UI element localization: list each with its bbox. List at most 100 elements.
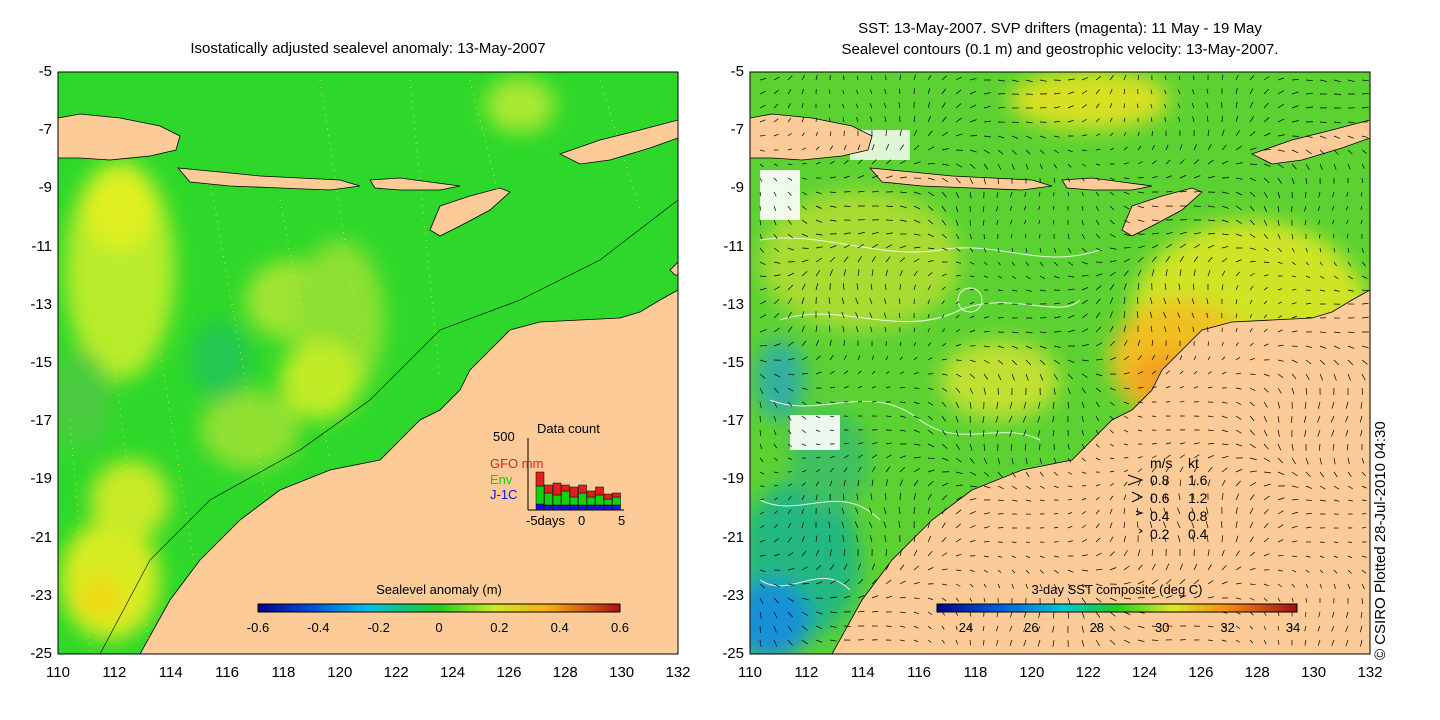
ssh-anomaly-patches (58, 77, 555, 640)
x-tick-label: 122 (1075, 664, 1101, 681)
velocity-arrow (1067, 105, 1074, 109)
velocity-arrow (1263, 429, 1268, 437)
velocity-arrow (1010, 611, 1013, 618)
velocity-arrow (983, 149, 991, 154)
velocity-arrow (1347, 471, 1352, 477)
velocity-arrow (1095, 285, 1102, 291)
velocity-arrow (1319, 485, 1326, 490)
velocity-arrow (913, 625, 919, 629)
velocity-arrow (927, 205, 934, 211)
velocity-arrow (955, 523, 961, 529)
velocity-arrow (1011, 79, 1019, 83)
velocity-arrow (1304, 639, 1307, 646)
velocity-legend-kt: 0.8 (1188, 508, 1208, 524)
velocity-arrow (842, 89, 845, 95)
velocity-arrow (1221, 233, 1229, 236)
velocity-arrow (1333, 247, 1336, 253)
velocity-arrow (1263, 247, 1270, 252)
velocity-arrow (857, 466, 862, 473)
velocity-arrow (927, 342, 932, 347)
velocity-arrow (1207, 479, 1211, 487)
velocity-arrow (1207, 144, 1212, 151)
velocity-arrow (801, 177, 808, 180)
velocity-arrow (1291, 359, 1298, 364)
velocity-arrow (1221, 284, 1224, 291)
velocity-arrow (856, 493, 859, 501)
velocity-arrow (1039, 443, 1041, 451)
velocity-arrow (1304, 429, 1307, 437)
velocity-arrow (759, 401, 762, 409)
velocity-arrow (759, 498, 765, 501)
velocity-arrow (871, 231, 879, 235)
velocity-arrow (1360, 401, 1363, 409)
velocity-arrow (1123, 387, 1130, 390)
velocity-arrow (1137, 564, 1143, 571)
velocity-arrow (1123, 565, 1130, 571)
velocity-arrow (899, 639, 905, 642)
velocity-arrow (1137, 549, 1141, 557)
velocity-arrow (899, 596, 906, 599)
velocity-arrow (801, 163, 807, 165)
velocity-arrow (773, 524, 779, 529)
velocity-arrow (913, 258, 920, 263)
velocity-arrow (1193, 244, 1201, 249)
velocity-arrow (828, 507, 831, 515)
velocity-arrow (1263, 191, 1268, 198)
velocity-arrow (829, 269, 833, 277)
data-count-bar (544, 504, 553, 511)
velocity-arrow (955, 328, 961, 333)
velocity-arrow (1095, 342, 1103, 347)
velocity-arrow (1179, 401, 1185, 403)
velocity-arrow (1277, 539, 1284, 543)
data-count-bar (578, 504, 587, 511)
velocity-arrow (1095, 597, 1102, 603)
velocity-arrow (1137, 191, 1144, 194)
velocity-arrow (1150, 507, 1153, 515)
velocity-arrow (1318, 443, 1321, 451)
velocity-arrow (913, 535, 916, 543)
velocity-arrow (983, 302, 989, 305)
velocity-arrow (801, 205, 807, 210)
velocity-arrow (843, 244, 851, 249)
velocity-arrow (1193, 256, 1199, 263)
velocity-arrow (1277, 443, 1282, 451)
velocity-arrow (1305, 526, 1312, 529)
velocity-arrow (1123, 311, 1126, 319)
velocity-arrow (787, 311, 792, 319)
velocity-arrow (1263, 300, 1268, 305)
ssh-colorbar-title: Sealevel anomaly (m) (376, 582, 502, 597)
velocity-arrow (885, 175, 893, 179)
velocity-arrow (1151, 219, 1159, 221)
velocity-arrow (1191, 102, 1195, 109)
velocity-arrow (927, 299, 930, 305)
velocity-arrow (1109, 205, 1115, 211)
velocity-arrow (1192, 493, 1195, 501)
velocity-legend-ms: 0.8 (1150, 472, 1170, 488)
velocity-arrow (1192, 283, 1195, 291)
velocity-arrow (1291, 315, 1297, 319)
velocity-arrow (983, 219, 985, 226)
velocity-arrow (1151, 563, 1156, 571)
velocity-arrow (1081, 554, 1088, 557)
velocity-arrow (1305, 555, 1311, 558)
velocity-arrow (815, 625, 823, 630)
velocity-arrow (1010, 233, 1013, 239)
velocity-arrow (1123, 88, 1126, 95)
velocity-arrow (871, 243, 878, 249)
velocity-arrow (1123, 355, 1130, 361)
velocity-arrow (787, 75, 793, 81)
velocity-arrow (801, 373, 809, 375)
velocity-arrow (843, 370, 849, 375)
velocity-arrow (884, 326, 887, 333)
velocity-arrow (1347, 247, 1350, 253)
velocity-arrow (927, 507, 931, 515)
velocity-arrow (1109, 401, 1115, 406)
velocity-arrow (1361, 583, 1365, 590)
velocity-arrow (1009, 625, 1013, 632)
velocity-arrow (1207, 129, 1210, 137)
velocity-arrow (1165, 579, 1172, 585)
velocity-arrow (1235, 74, 1239, 81)
velocity-arrow (969, 387, 974, 395)
velocity-arrow (857, 370, 862, 375)
velocity-arrow (1249, 597, 1255, 601)
